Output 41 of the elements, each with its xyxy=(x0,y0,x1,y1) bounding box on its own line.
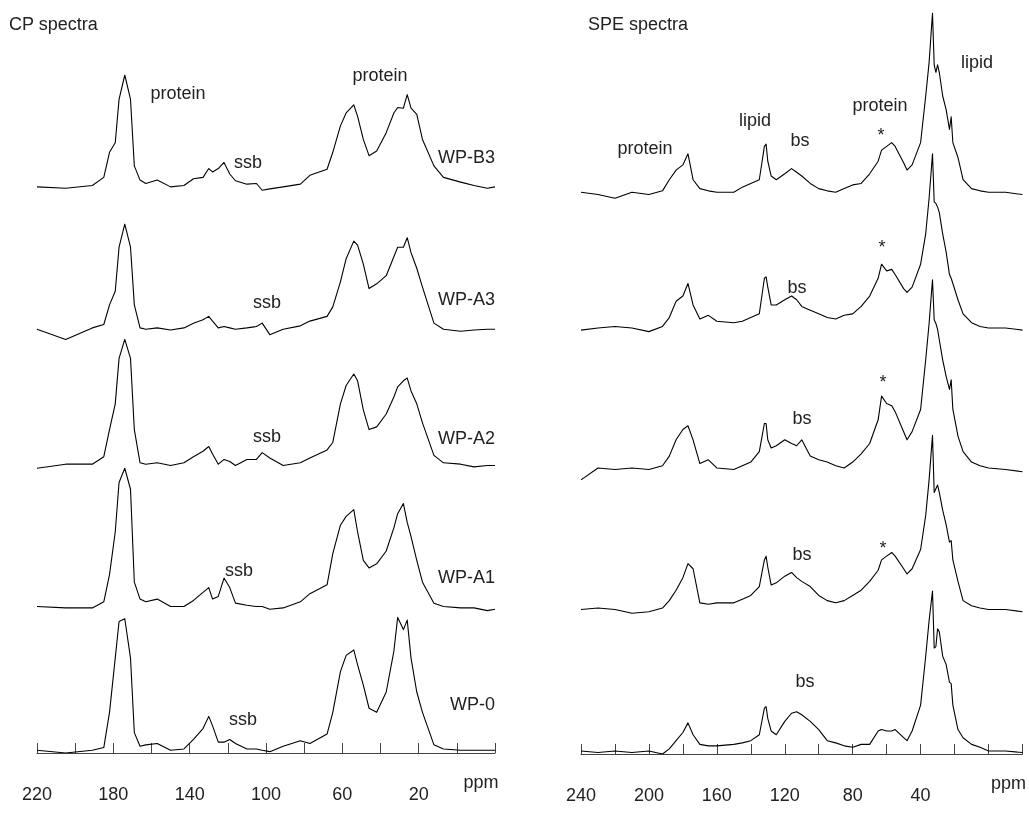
annotation: protein xyxy=(150,83,206,103)
annotation: bs xyxy=(792,544,812,564)
chart-title: SPE spectra xyxy=(588,14,690,34)
annotation: * xyxy=(879,538,887,558)
annotation: * xyxy=(878,237,886,257)
series-label: WP-A2 xyxy=(437,427,495,448)
annotation: protein xyxy=(617,138,673,158)
annotation: ssb xyxy=(233,152,263,172)
annotation: * xyxy=(879,372,887,392)
series-label: WP-A3 xyxy=(437,289,495,310)
series-label: WP-A1 xyxy=(437,567,495,588)
x-tick-label: 200 xyxy=(633,785,664,805)
chart-title: CP spectra xyxy=(9,14,99,34)
annotation: protein xyxy=(852,95,908,115)
annotation: bs xyxy=(795,671,815,691)
x-tick-label: 140 xyxy=(174,784,205,804)
x-tick-label: 120 xyxy=(769,785,800,805)
x-tick-label: 220 xyxy=(21,784,53,804)
annotation: bs xyxy=(787,277,807,297)
series-label: WP-B3 xyxy=(437,146,495,167)
annotation: ssb xyxy=(252,292,282,312)
annotation: ssb xyxy=(228,709,258,729)
x-tick-label: 180 xyxy=(98,784,129,804)
annotation: protein xyxy=(352,65,408,85)
series-label: WP-0 xyxy=(450,694,495,715)
x-tick-label: 240 xyxy=(565,785,597,805)
x-axis-title: ppm xyxy=(990,773,1026,793)
x-tick-label: 80 xyxy=(842,785,863,805)
x-tick-label: 160 xyxy=(701,785,732,805)
annotation: lipid xyxy=(960,52,994,72)
annotation: ssb xyxy=(252,426,282,446)
annotation: lipid xyxy=(738,110,772,130)
annotation: ssb xyxy=(224,560,254,580)
x-tick-label: 40 xyxy=(910,785,931,805)
x-axis-title: ppm xyxy=(463,772,499,792)
annotation: bs xyxy=(790,130,810,150)
annotation: * xyxy=(877,125,885,145)
x-tick-label: 100 xyxy=(250,784,282,804)
x-tick-label: 20 xyxy=(408,784,429,804)
annotation: bs xyxy=(792,408,812,428)
x-tick-label: 60 xyxy=(332,784,353,804)
